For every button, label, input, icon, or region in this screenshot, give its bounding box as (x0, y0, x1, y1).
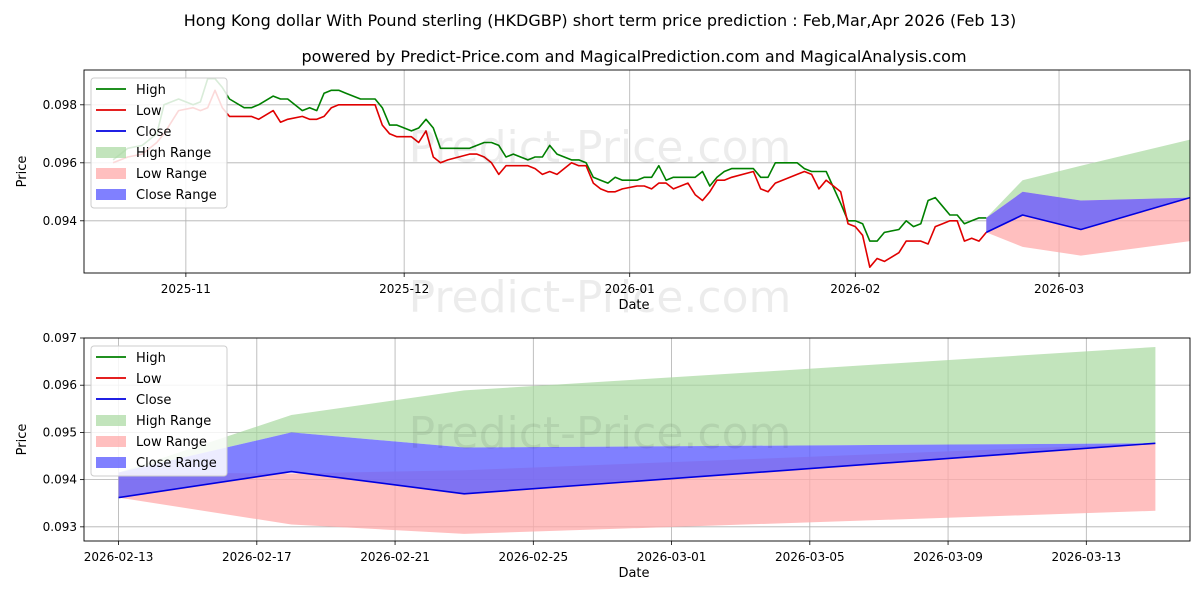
x-tick-label: 2026-03-09 (913, 550, 983, 564)
bottom-panel: 2026-02-13 2026-02-17 2026-02-21 2026-02-25… (15, 331, 1191, 581)
close-range-band (118, 432, 1156, 498)
high-range-legend-label: High Range (136, 146, 211, 161)
chart-title: Hong Kong dollar With Pound sterling (HK… (184, 11, 1016, 30)
low-range-legend-swatch (96, 436, 126, 447)
watermark-text: Predict-Price.com (409, 272, 792, 323)
high-range-legend-swatch (96, 415, 126, 426)
high-series-line (112, 77, 987, 242)
low-range-legend-label: Low Range (136, 167, 207, 182)
legend: High Low Close High Range Low Range Close Ran… (90, 77, 228, 209)
high-legend-label: High (136, 83, 166, 98)
plot-frame (83, 337, 1191, 542)
y-axis-label: Price (15, 156, 30, 188)
x-tick-label: 2026-02-17 (222, 550, 292, 564)
x-tick-label: 2026-03-13 (1051, 550, 1121, 564)
x-tick-label: 2026-02-13 (84, 550, 154, 564)
close-legend-label: Close (136, 125, 171, 140)
y-tick-label: 0.094 (43, 214, 77, 228)
x-tick-label: 2026-02-25 (498, 550, 568, 564)
y-axis-label: Price (15, 424, 30, 456)
y-tick-label: 0.097 (43, 331, 77, 345)
x-tick-label: 2025-11 (161, 282, 211, 296)
low-range-legend-swatch (96, 168, 126, 179)
watermark-text: Predict-Price.com (409, 408, 792, 459)
y-tick-label: 0.095 (43, 425, 77, 439)
high-range-legend-label: High Range (136, 414, 211, 429)
y-tick-label: 0.096 (43, 378, 77, 392)
x-tick-label: 2026-03-05 (775, 550, 845, 564)
close-series-line (118, 442, 1156, 499)
low-series-line (112, 89, 987, 269)
low-range-band (118, 443, 1156, 534)
x-tick-label: 2026-01 (605, 282, 655, 296)
close-range-band (986, 191, 1190, 233)
low-legend-label: Low (136, 372, 162, 387)
high-legend-label: High (136, 351, 166, 366)
top-panel: 2025-11 2025-12 2026-01 2026-02 2026-03 0.094… (15, 69, 1191, 313)
close-series-line (985, 196, 1191, 234)
y-tick-label: 0.096 (43, 156, 77, 170)
x-tick-label: 2026-02-21 (360, 550, 430, 564)
watermark-text: Predict-Price.com (409, 122, 792, 173)
y-tick-label: 0.093 (43, 520, 77, 534)
x-tick-label: 2025-12 (379, 282, 429, 296)
y-tick-label: 0.094 (43, 473, 77, 487)
close-range-legend-swatch (96, 457, 126, 468)
x-axis-label: Date (618, 566, 649, 581)
x-tick-label: 2026-02 (830, 282, 880, 296)
close-range-legend-label: Close Range (136, 188, 217, 203)
high-range-legend-swatch (96, 147, 126, 158)
legend: High Low Close High Range Low Range Close Ran… (90, 345, 228, 477)
high-range-band (118, 347, 1156, 473)
close-legend-label: Close (136, 393, 171, 408)
y-tick-label: 0.098 (43, 98, 77, 112)
x-tick-label: 2026-03 (1034, 282, 1084, 296)
high-range-band (986, 139, 1190, 218)
close-range-legend-label: Close Range (136, 456, 217, 471)
close-range-legend-swatch (96, 189, 126, 200)
x-tick-label: 2026-03-01 (637, 550, 707, 564)
x-axis-label: Date (618, 298, 649, 313)
chart-subtitle: powered by Predict-Price.com and Magical… (301, 47, 966, 66)
low-legend-label: Low (136, 104, 162, 119)
low-range-legend-label: Low Range (136, 435, 207, 450)
plot-frame (83, 69, 1191, 274)
